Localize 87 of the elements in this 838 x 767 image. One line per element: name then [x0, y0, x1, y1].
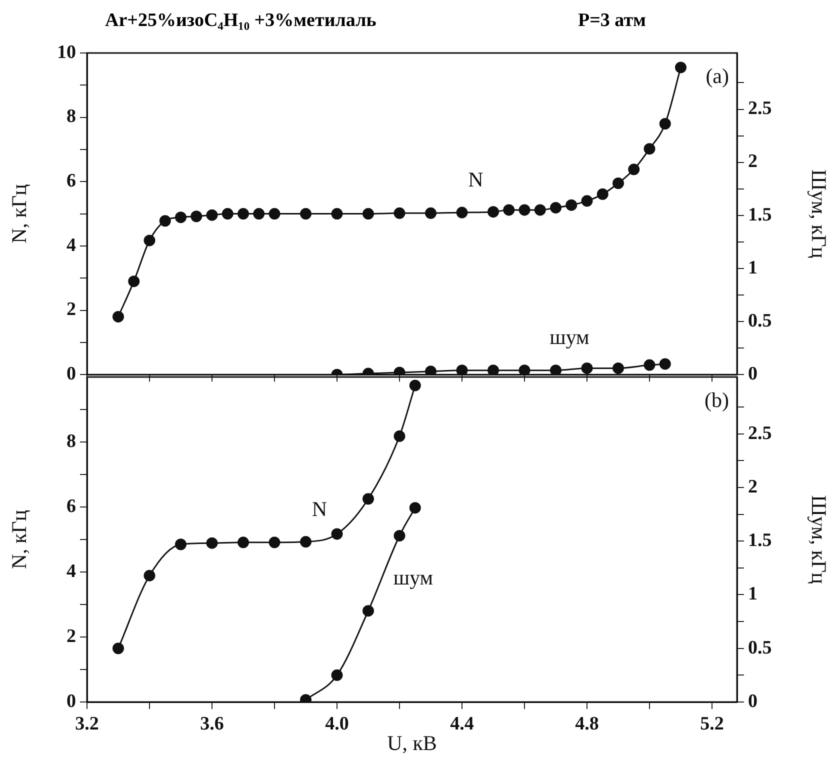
annotation: (b) — [704, 388, 729, 412]
point — [331, 528, 343, 540]
y2-tick-label: 2.5 — [748, 98, 772, 120]
point — [628, 164, 640, 176]
point — [190, 210, 202, 222]
y-tick-label: 4 — [66, 234, 76, 256]
y2-tick-label: 2 — [748, 151, 758, 172]
x-tick-label: 4.0 — [325, 713, 349, 734]
point — [425, 207, 436, 219]
y-tick-label: 6 — [66, 496, 76, 517]
chart-title: Ar+25%изоC₄H₁₀ +3%метилаль — [105, 10, 376, 32]
point — [362, 208, 374, 220]
y2-tick-label: 1.5 — [748, 530, 772, 552]
y-tick-label: 8 — [66, 106, 76, 128]
point — [644, 143, 656, 155]
point — [206, 209, 218, 221]
point — [268, 536, 280, 548]
point — [612, 178, 624, 189]
point — [300, 536, 312, 548]
point — [409, 380, 421, 392]
point — [394, 530, 406, 542]
point — [238, 536, 249, 548]
annotation: (a) — [706, 64, 729, 88]
y2-tick-label: 1 — [748, 584, 758, 605]
point — [409, 502, 421, 514]
point — [488, 206, 499, 218]
point — [456, 206, 468, 218]
x-tick-label: 4.8 — [575, 713, 599, 734]
y-tick-label: 2 — [66, 299, 76, 320]
point — [128, 276, 140, 288]
point — [550, 202, 562, 214]
series-label: шум — [550, 324, 590, 349]
y2-tick-label: 0 — [748, 364, 758, 385]
point — [394, 430, 406, 442]
point — [331, 208, 343, 220]
y-axis-title: N, кГц — [7, 510, 32, 570]
y-tick-label: 4 — [66, 560, 76, 582]
point — [222, 208, 234, 220]
y-tick-label: 6 — [66, 170, 76, 192]
point — [596, 188, 608, 200]
x-axis-title: U, кВ — [387, 730, 437, 755]
point — [394, 207, 406, 219]
point — [300, 208, 312, 220]
y-tick-label: 8 — [66, 430, 76, 452]
series-label: шум — [393, 565, 434, 590]
point — [503, 204, 515, 216]
y-axis-title: N, кГц — [7, 184, 32, 244]
y2-tick-label: 2 — [748, 476, 758, 498]
x-tick-label: 3.6 — [200, 713, 224, 734]
y2-tick-label: 1.5 — [748, 204, 772, 226]
y2-axis-title: Шум, кГц — [806, 169, 831, 258]
point — [238, 208, 249, 220]
point — [581, 195, 593, 207]
y-tick-label: 0 — [66, 364, 76, 385]
point — [362, 605, 374, 617]
x-tick-label: 5.2 — [700, 713, 724, 734]
y2-tick-label: 2.5 — [748, 422, 772, 444]
chart-subtitle: P=3 атм — [578, 10, 646, 32]
y2-tick-label: 0.5 — [748, 310, 772, 332]
point — [175, 212, 186, 224]
point — [253, 208, 265, 220]
point — [144, 570, 156, 582]
point — [659, 118, 671, 130]
point — [675, 62, 686, 74]
point — [112, 310, 124, 322]
y2-tick-label: 1 — [748, 257, 758, 278]
y2-axis-title: Шум, кГц — [806, 495, 831, 584]
point — [206, 537, 218, 549]
series-label: N — [468, 168, 484, 192]
point — [268, 208, 280, 220]
point — [566, 199, 578, 211]
point — [144, 234, 156, 246]
x-tick-label: 3.2 — [75, 713, 99, 734]
point — [175, 538, 186, 550]
y-tick-label: 0 — [66, 690, 76, 712]
point — [112, 642, 124, 654]
point — [518, 204, 530, 216]
point — [159, 215, 171, 227]
y-tick-label: 2 — [66, 626, 76, 647]
point — [362, 493, 374, 505]
point — [534, 204, 546, 216]
series-label: N — [312, 496, 328, 521]
y2-tick-label: 0.5 — [748, 637, 772, 658]
y-tick-label: 10 — [57, 42, 76, 63]
y2-tick-label: 0 — [748, 690, 758, 712]
point — [331, 669, 343, 681]
x-tick-label: 4.4 — [450, 713, 474, 734]
